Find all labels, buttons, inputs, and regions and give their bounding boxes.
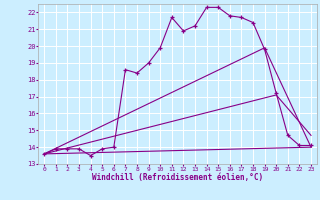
X-axis label: Windchill (Refroidissement éolien,°C): Windchill (Refroidissement éolien,°C) bbox=[92, 173, 263, 182]
